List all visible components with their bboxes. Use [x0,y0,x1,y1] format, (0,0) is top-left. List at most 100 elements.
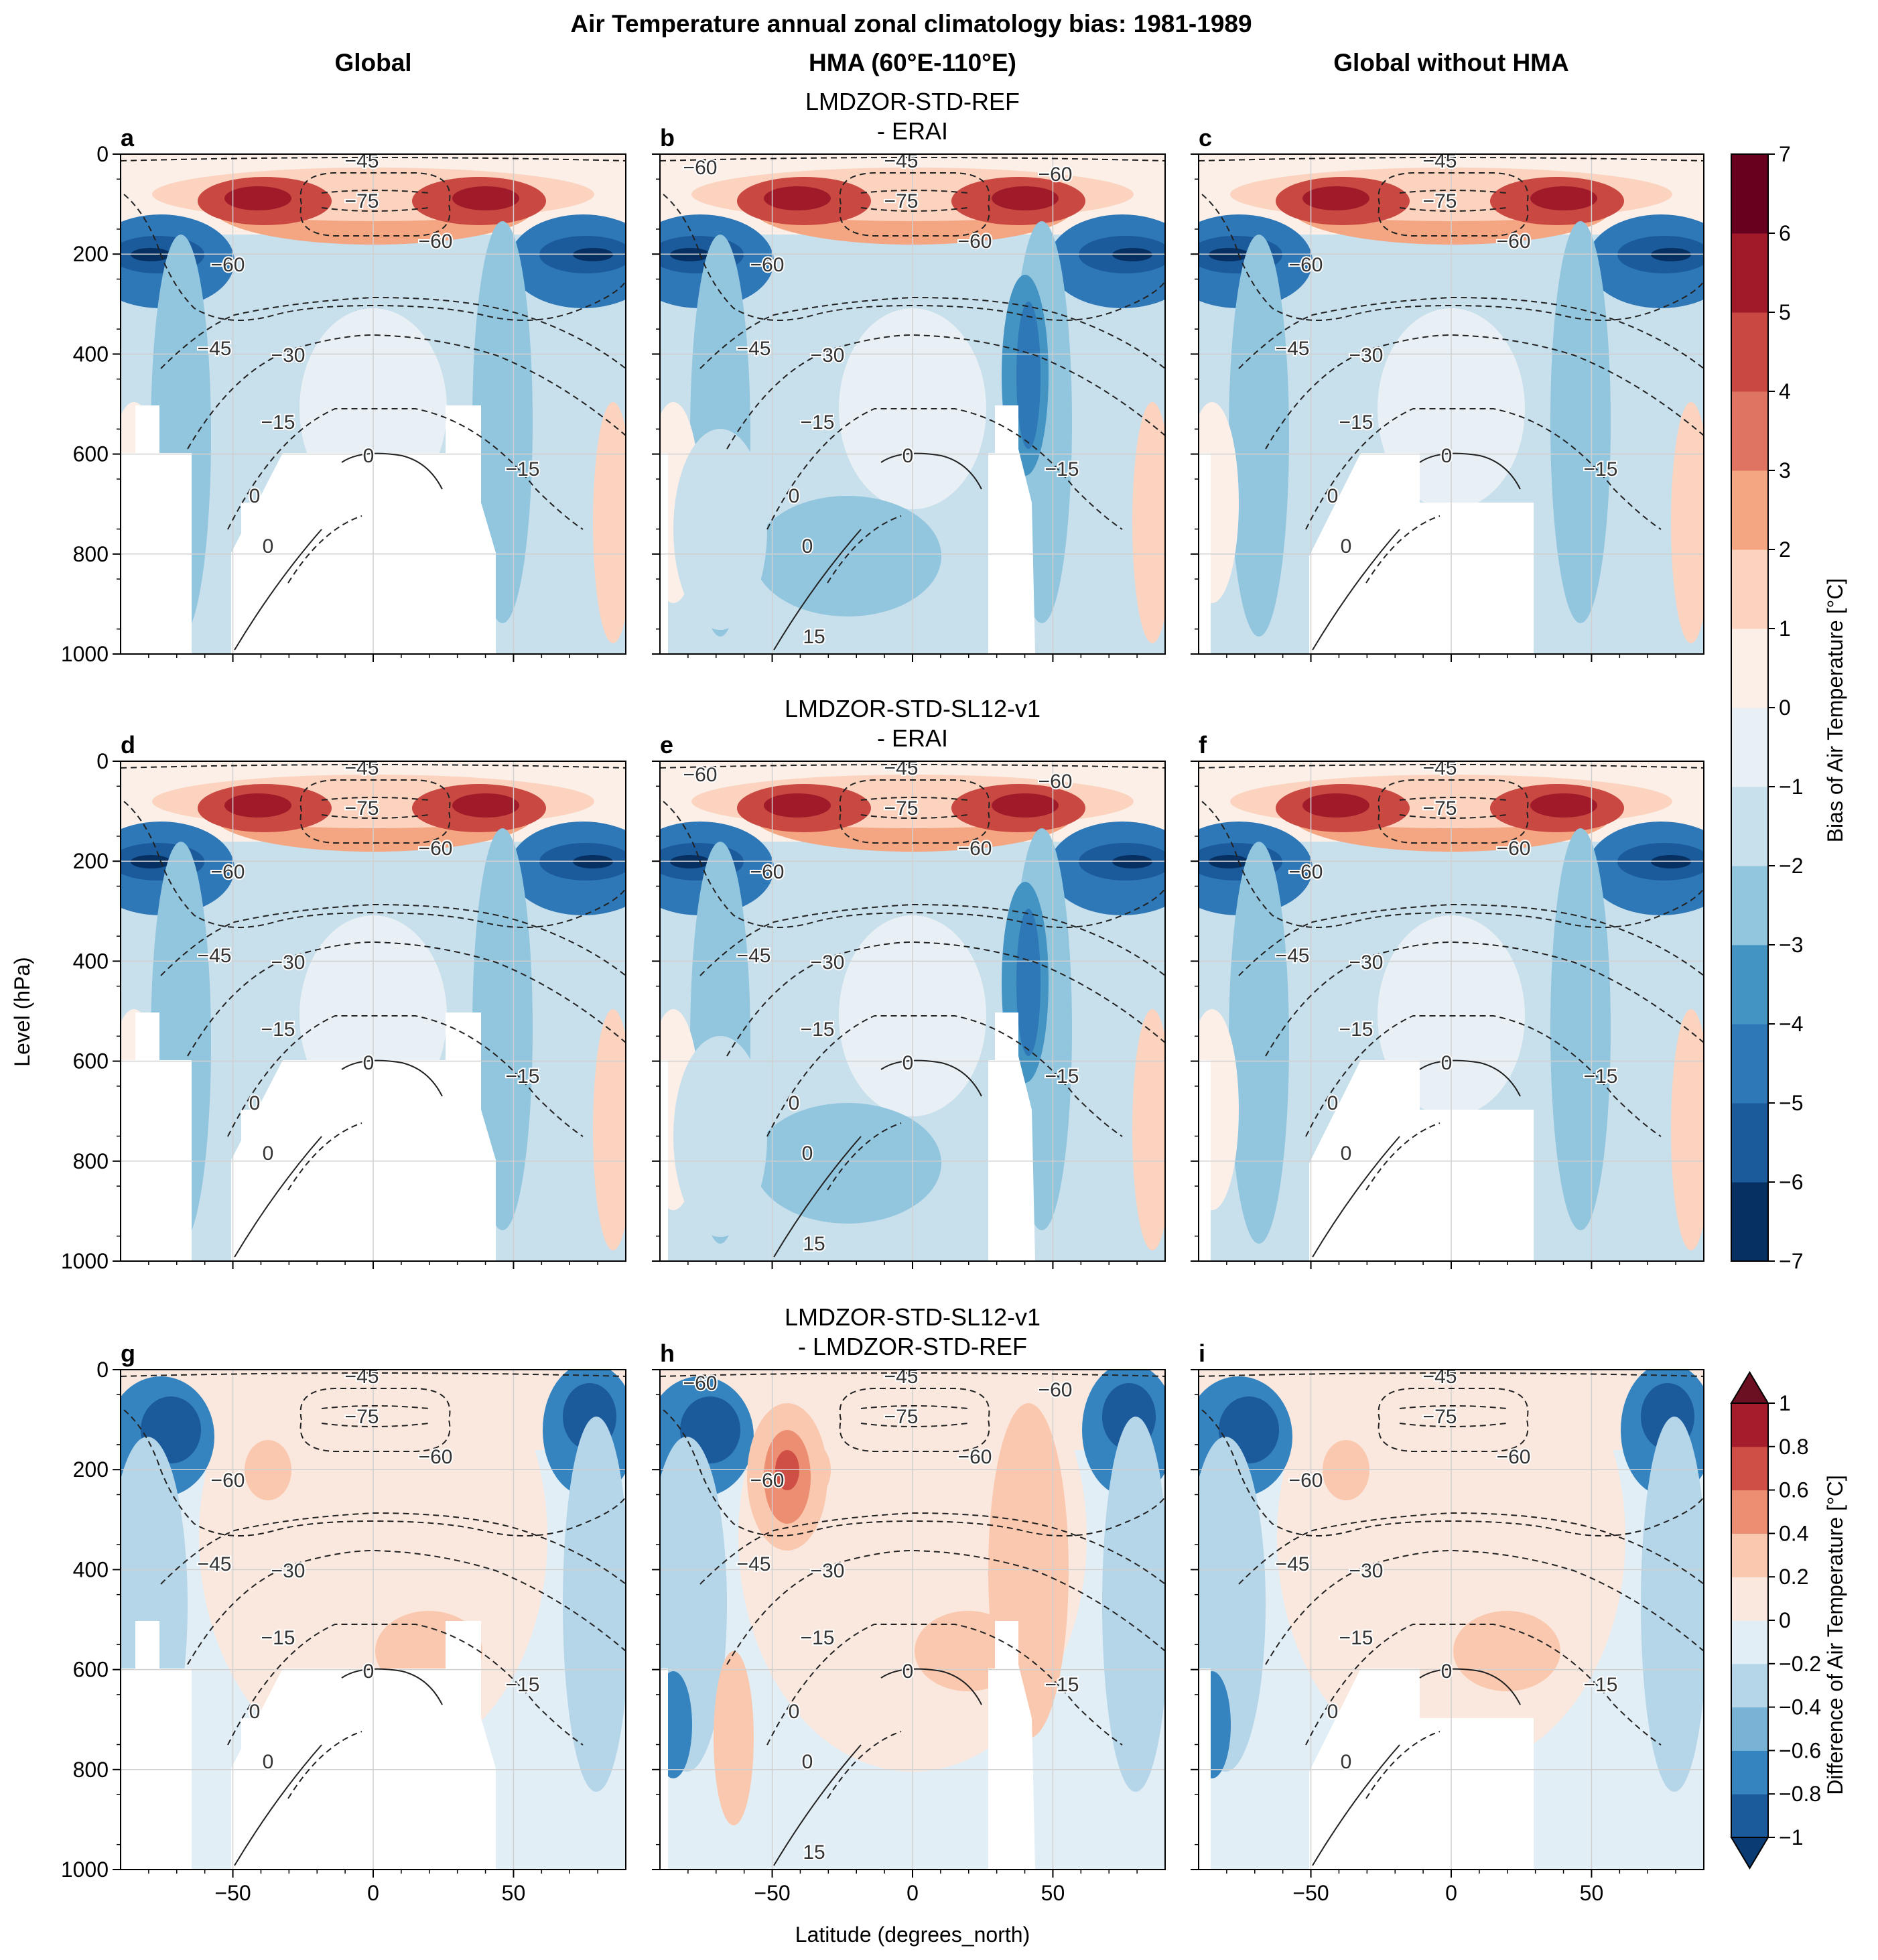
contour-line-negative [860,190,969,212]
y-tick-label: 800 [73,1149,109,1173]
contour-label: −45 [1276,1553,1310,1575]
contour-line-negative [321,1405,429,1427]
colorbar-tick-label: −0.4 [1779,1695,1821,1719]
contour-label: −15 [261,1627,295,1649]
contour-line-negative [1305,1624,1662,1746]
contour-label: −75 [345,190,379,212]
colorbar-bin [1731,312,1768,392]
contour-line-negative [1199,157,1704,161]
contour-label: −30 [271,344,306,367]
contour-line-positive [341,1668,443,1705]
contour-line-negative [839,1388,990,1452]
contour-label: 0 [902,1660,914,1683]
field-contour-region [1199,402,1239,603]
contour-label: −15 [801,411,835,434]
field-contour-region [1671,1009,1704,1250]
y-tick-label: 1000 [61,642,109,666]
contour-label: −60 [750,861,785,883]
contour-line-negative [121,1372,626,1377]
contour-label: −45 [737,338,771,360]
contour-line-negative [123,801,626,928]
contour-line-negative [187,1549,626,1665]
contour-label: −75 [1423,1406,1457,1428]
contour-line-positive [1419,452,1521,490]
colorbar-tick-label: 0 [1779,1608,1791,1632]
colorbar-extend-under [1730,1837,1769,1870]
contour-line-negative [726,941,1165,1057]
contour-label: 0 [1441,1660,1453,1683]
row-title-1-line-1: LMDZOR-STD-REF [805,88,1020,115]
contour-label: −15 [1584,1065,1618,1088]
contour-label: −15 [1045,458,1079,480]
contour-label: 0 [789,485,800,507]
contour-line-negative [827,1731,902,1799]
colorbar-tick-label: 5 [1779,300,1791,324]
field-contour-region [1530,186,1597,210]
contour-label: −75 [345,797,379,820]
y-tick-label: 200 [73,242,109,266]
contour-label: −60 [1289,1469,1323,1492]
contour-line-positive [341,1059,443,1097]
contour-lines: −45 −75 −60 −60 −45 −30 −15 0 0 0 −15 [1199,154,1704,651]
panel-a: −45−75−60−60−45 −30−15000−15a020040060080… [61,124,626,666]
contour-line-positive [1312,1136,1400,1258]
contour-label: −75 [884,190,919,212]
contour-lines: −45 −75 −60 −60 −45 −30 −15 0 0 0 −15 15 −60 −60 [660,154,1165,651]
contour-label: −15 [1339,1019,1373,1041]
colorbar-tick-label: −3 [1779,933,1803,957]
contour-line-negative [1399,1405,1507,1427]
terrain-mask [121,1012,496,1261]
grid-lines [1199,1370,1704,1870]
contour-line-negative [1265,334,1704,450]
contour-label: −60 [683,1372,718,1394]
contour-label: −60 [1038,164,1073,186]
colorbar-bin [1731,1750,1768,1794]
contour-line-negative [660,1372,1165,1377]
contour-line-positive [773,1136,862,1258]
field-contour-region [452,186,519,210]
panel-field-layer: −45 −75 −60 −60 −45 −30 −15 0 0 0 −15 [121,154,626,654]
contour-label: −45 [198,338,232,360]
contour-label: −15 [506,1674,540,1696]
grid-lines [1199,154,1704,654]
terrain-mask [1199,1060,1534,1261]
colorbar-bin [1731,233,1768,313]
x-tick-label: 50 [502,1881,526,1905]
axis-ticks: −50 0 50 0 200 400 600 800 1000 [61,1358,598,1905]
panel-f: −45 −75 −60 −60 −45 −30 −15 0 0 0 −15 f [1191,731,1704,1269]
contour-label: −30 [271,1560,306,1582]
contour-label: −45 [198,945,232,967]
colorbar-bin [1731,866,1768,945]
colorbar-bin [1731,945,1768,1025]
y-tick-label: 800 [73,542,109,566]
contour-label: 0 [902,1052,914,1074]
contour-line-negative [839,172,990,237]
field-contour-region [1016,302,1041,449]
contour-label: −30 [1349,1560,1384,1582]
contour-label: 0 [363,445,375,467]
contour-label: −60 [1289,254,1323,276]
panel-field-layer: −45 −75 −60 −60 −45 −30 −15 0 0 0 −15 [1199,761,1704,1261]
x-tick-label: 0 [367,1881,379,1905]
field-contour-region [472,828,533,1230]
panel-field: −45 −75 −60 −60 −45 −30 −15 0 0 0 −15 15 −60 −60 [660,154,1165,654]
contour-label: −45 [1276,945,1310,967]
colorbar-tick-label: 0.4 [1779,1521,1808,1545]
terrain-mask [660,1621,1035,1870]
colorbar-tick-label: −0.6 [1779,1738,1821,1762]
y-tick-label: 0 [96,749,109,773]
contour-label: −60 [1289,861,1323,883]
contour-line-negative [287,1122,362,1191]
contour-label: −75 [345,1406,379,1428]
field-contour-region [472,221,533,623]
contour-label: −60 [958,231,992,253]
terrain-mask [121,405,496,654]
contour-lines: −45 −75 −60 −60 −45 −30 −15 0 0 0 −15 [1199,761,1704,1258]
contour-lines: −45 −75 −60 −60 −45 −30 −15 0 0 0 −15 [1199,1370,1704,1866]
panel-letter: b [660,124,675,151]
y-tick-label: 400 [73,342,109,366]
contour-label: −30 [811,1560,845,1582]
field-contour-region [1453,1611,1560,1691]
contour-label: 0 [363,1660,375,1683]
contour-label: −60 [683,764,718,786]
